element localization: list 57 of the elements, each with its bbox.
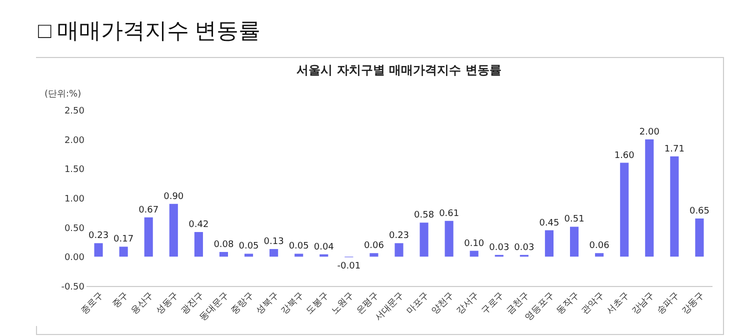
y-tick-label: 1.00	[64, 194, 85, 204]
y-tick-label: 0.00	[64, 253, 85, 264]
data-label: 0.03	[489, 242, 510, 253]
data-label: 0.51	[564, 214, 584, 225]
bar	[620, 162, 629, 257]
y-tick-label: 1.50	[64, 165, 85, 176]
y-tick-label: 2.50	[64, 106, 85, 116]
bar	[119, 246, 128, 257]
data-label: 0.06	[364, 241, 384, 252]
data-label: 0.06	[589, 241, 610, 252]
bar	[595, 253, 604, 257]
data-label: 1.60	[614, 150, 635, 161]
data-label: 0.67	[138, 205, 159, 216]
bar	[470, 250, 478, 257]
data-label: 0.08	[214, 240, 234, 250]
bar	[370, 253, 378, 257]
data-label: 0.45	[539, 218, 560, 228]
bar	[94, 243, 103, 257]
data-label: -0.01	[337, 261, 361, 272]
data-label: 1.71	[664, 144, 684, 154]
chart-title: □ 매매가격지수 변동률	[38, 17, 260, 45]
data-label: 0.61	[439, 208, 460, 219]
bar	[294, 254, 304, 257]
data-label: 0.58	[414, 210, 434, 221]
data-label: 0.23	[88, 231, 109, 242]
bar	[444, 220, 454, 257]
data-label: 2.00	[639, 127, 660, 138]
data-label: 0.04	[314, 242, 334, 252]
data-label: 0.90	[164, 192, 184, 202]
data-label: 0.05	[288, 242, 309, 252]
bar	[670, 156, 679, 257]
y-tick-label: -0.50	[61, 282, 85, 292]
bar	[645, 139, 654, 257]
bar	[570, 226, 579, 257]
data-label: 0.17	[114, 234, 134, 245]
bar	[219, 252, 228, 257]
bar	[695, 218, 704, 257]
chart-subtitle: 서울시 자치구별 매매가격지수 변동률	[296, 63, 502, 77]
y-tick-label: 0.50	[64, 224, 85, 234]
data-label: 0.13	[264, 237, 284, 248]
y-axis-title: (단위:%)	[44, 90, 82, 100]
y-tick-label: 2.00	[64, 136, 85, 146]
x-tick-label: 중구	[110, 290, 131, 310]
data-label: 0.23	[388, 231, 410, 242]
bar	[244, 254, 254, 257]
data-label: 0.65	[689, 206, 710, 217]
bar	[420, 222, 428, 257]
bar	[270, 249, 278, 257]
bar	[394, 243, 404, 257]
bar	[144, 217, 153, 257]
bar	[194, 232, 203, 257]
data-label: 0.03	[514, 242, 534, 253]
data-label: 0.05	[238, 242, 259, 252]
data-label: 0.10	[464, 238, 484, 249]
bar	[169, 204, 178, 257]
bar	[544, 230, 554, 257]
data-label: 0.42	[188, 220, 209, 230]
